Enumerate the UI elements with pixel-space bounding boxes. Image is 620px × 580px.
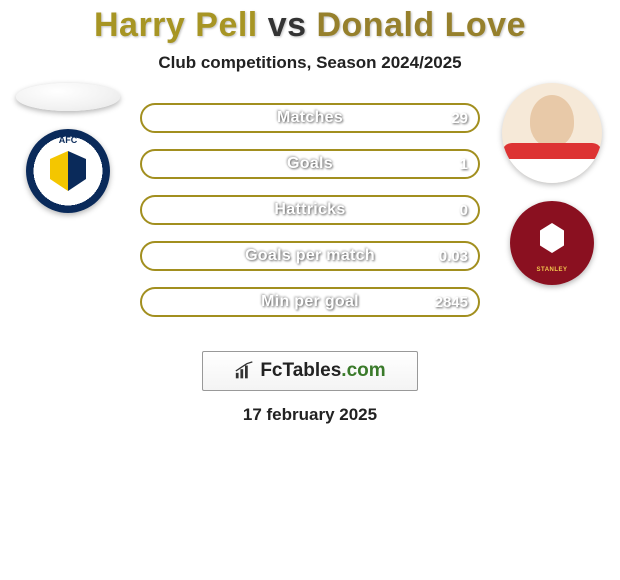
accrington-stanley-badge [510, 201, 594, 285]
stat-val-right: 0.03 [439, 248, 468, 265]
stat-row-min-per-goal: Min per goal 2845 [140, 287, 480, 317]
player1-photo-placeholder [16, 83, 120, 111]
stat-val-right: 1 [460, 156, 468, 173]
stat-label: Matches [277, 109, 343, 127]
stat-val-right: 0 [460, 202, 468, 219]
stat-val-right: 2845 [435, 294, 468, 311]
stat-val-right: 29 [451, 110, 468, 127]
stat-label: Goals per match [245, 247, 375, 265]
season-subtitle: Club competitions, Season 2024/2025 [0, 53, 620, 73]
attribution-prefix: FcTables [260, 360, 341, 381]
stat-label: Goals [287, 155, 333, 173]
comparison-area: Matches 29 Goals 1 Hattricks 0 Goals per… [0, 103, 620, 343]
attribution-text: FcTables.com [260, 360, 385, 382]
stat-row-goals: Goals 1 [140, 149, 480, 179]
stat-label: Min per goal [261, 293, 359, 311]
left-player-column [8, 83, 128, 213]
stat-row-hattricks: Hattricks 0 [140, 195, 480, 225]
stat-row-goals-per-match: Goals per match 0.03 [140, 241, 480, 271]
attribution-badge: FcTables.com [202, 351, 418, 391]
right-player-column [492, 83, 612, 285]
player2-photo [502, 83, 602, 183]
comparison-title: Harry Pell vs Donald Love [0, 0, 620, 45]
title-player1: Harry Pell [94, 6, 258, 44]
snapshot-date: 17 february 2025 [0, 405, 620, 425]
chart-icon [234, 361, 256, 381]
title-vs: vs [268, 6, 307, 44]
stat-label: Hattricks [274, 201, 345, 219]
attribution-suffix: .com [341, 360, 385, 381]
title-player2: Donald Love [316, 6, 526, 44]
stat-row-matches: Matches 29 [140, 103, 480, 133]
stat-rows: Matches 29 Goals 1 Hattricks 0 Goals per… [140, 103, 480, 333]
afc-wimbledon-badge [26, 129, 110, 213]
